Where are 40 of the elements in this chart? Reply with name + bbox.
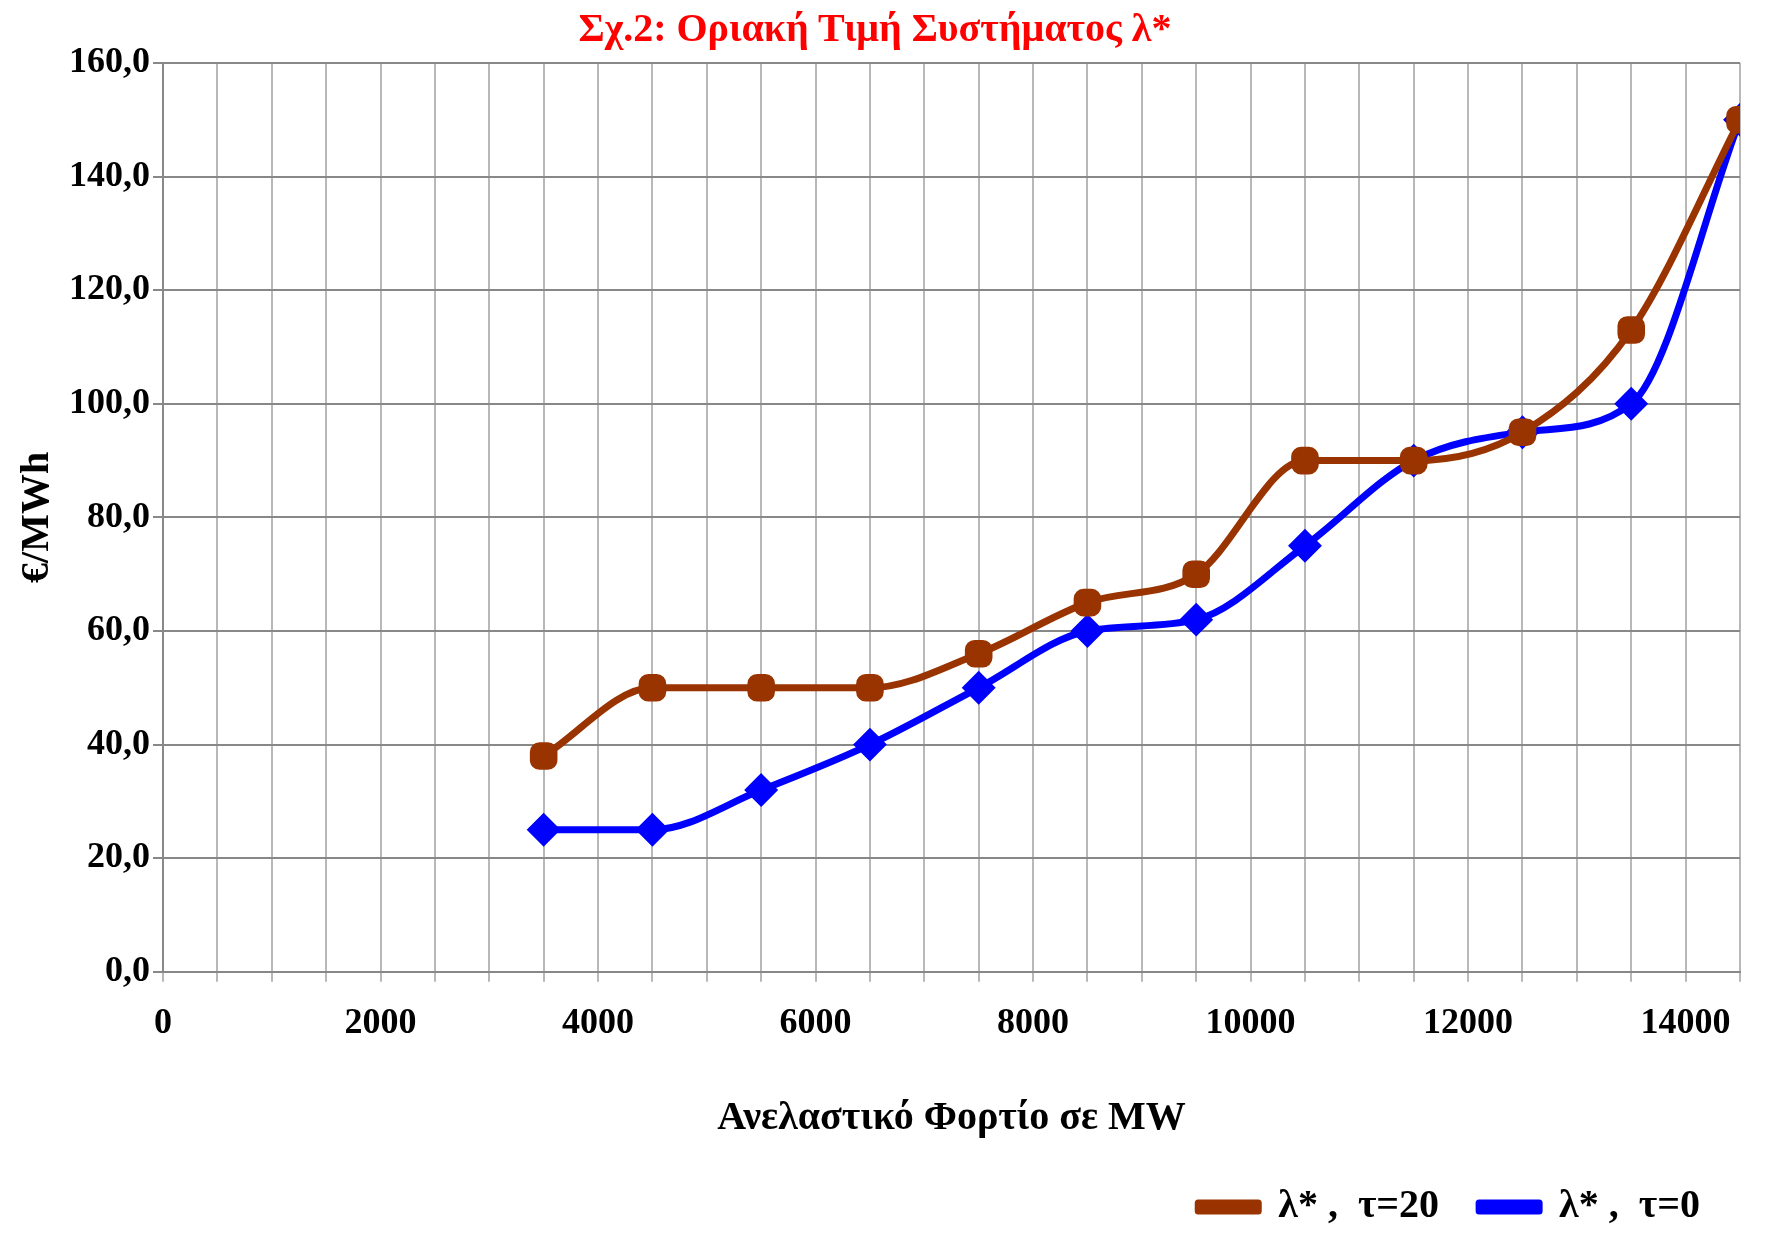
point bbox=[1615, 388, 1647, 420]
legend-label: λ* , τ=20 bbox=[1278, 1181, 1440, 1227]
point bbox=[528, 814, 560, 846]
point bbox=[747, 674, 775, 702]
y-tick-label: 40,0 bbox=[87, 721, 150, 762]
point bbox=[745, 774, 777, 806]
chart-title: Σχ.2: Οριακή Τιμή Συστήματος λ* bbox=[578, 5, 1172, 51]
point bbox=[963, 672, 995, 704]
point bbox=[1071, 615, 1103, 647]
y-tick-label: 120,0 bbox=[69, 267, 150, 308]
x-tick-label: 14000 bbox=[1640, 1000, 1731, 1041]
y-axis-title: €/MWh bbox=[12, 451, 58, 583]
x-tick-label: 12000 bbox=[1423, 1000, 1514, 1041]
y-tick-label: 160,0 bbox=[69, 40, 150, 81]
point bbox=[1289, 530, 1321, 562]
x-tick-label: 6000 bbox=[779, 1000, 852, 1041]
point bbox=[1073, 588, 1102, 617]
point bbox=[854, 729, 886, 761]
point bbox=[1180, 604, 1212, 636]
x-tick-label: 0 bbox=[154, 1000, 172, 1041]
y-tick-label: 20,0 bbox=[87, 835, 150, 876]
point bbox=[964, 639, 993, 668]
y-tick-label: 60,0 bbox=[87, 608, 150, 649]
point bbox=[636, 814, 668, 846]
x-tick-label: 2000 bbox=[344, 1000, 417, 1041]
legend-label: λ* , τ=0 bbox=[1559, 1181, 1701, 1227]
x-tick-label: 10000 bbox=[1205, 1000, 1296, 1041]
point bbox=[638, 674, 667, 702]
y-tick-label: 0,0 bbox=[105, 949, 150, 990]
point bbox=[1291, 446, 1319, 475]
x-axis-title: Ανελαστικό Φορτίο σε MW bbox=[717, 1093, 1186, 1139]
point bbox=[529, 742, 558, 770]
y-tick-label: 140,0 bbox=[69, 153, 150, 194]
y-tick-label: 80,0 bbox=[87, 494, 150, 535]
point bbox=[1182, 560, 1211, 588]
point bbox=[1617, 316, 1646, 344]
y-tick-label: 100,0 bbox=[69, 381, 150, 422]
x-tick-label: 8000 bbox=[997, 1000, 1070, 1041]
x-tick-label: 4000 bbox=[562, 1000, 635, 1041]
point bbox=[856, 674, 884, 702]
